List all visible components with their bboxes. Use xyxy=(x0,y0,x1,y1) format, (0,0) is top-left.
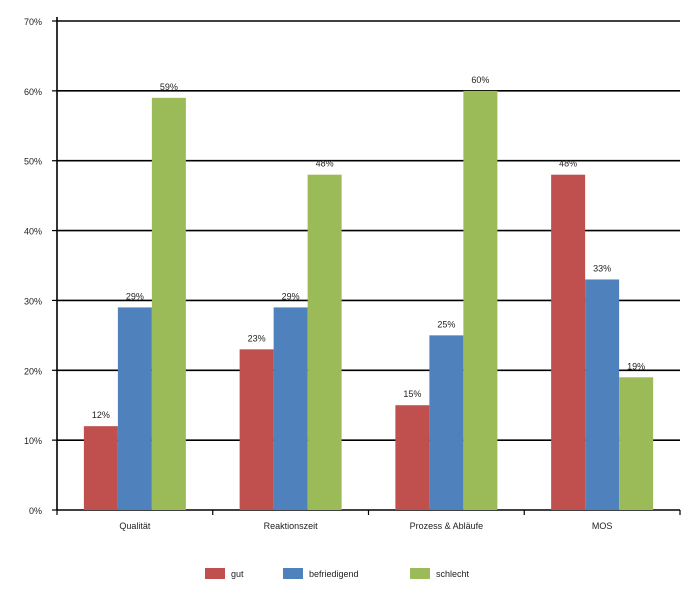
y-tick-label: 0% xyxy=(29,506,42,516)
bar-schlecht-1 xyxy=(307,174,342,510)
tick-labels: 0% 10% 20% 30% 40% 50% 60% 70% Qualität Reaktions… xyxy=(24,17,612,531)
legend-item-gut: gut xyxy=(205,568,244,579)
legend-label: gut xyxy=(231,569,244,579)
x-tick-label: Prozess & Abläufe xyxy=(410,521,484,531)
bar-gut-3 xyxy=(551,174,586,510)
y-tick-label: 60% xyxy=(24,87,42,97)
y-tick-label: 40% xyxy=(24,227,42,237)
legend-label: schlecht xyxy=(436,569,470,579)
y-tick-label: 50% xyxy=(24,157,42,167)
bar-schlecht-0 xyxy=(151,97,186,510)
data-label: 12% xyxy=(92,410,110,420)
legend-swatch xyxy=(205,568,225,579)
bar-befriedigend-3 xyxy=(585,279,620,510)
bar-gut-2 xyxy=(395,405,430,510)
bar-gut-1 xyxy=(239,349,274,510)
legend-swatch xyxy=(410,568,430,579)
data-label: 25% xyxy=(437,319,455,329)
data-label: 23% xyxy=(248,333,266,343)
bar-befriedigend-2 xyxy=(429,335,464,510)
legend-item-schlecht: schlecht xyxy=(410,568,470,579)
data-label: 29% xyxy=(282,291,300,301)
data-label: 33% xyxy=(593,263,611,273)
x-tick-label: Reaktionszeit xyxy=(264,521,319,531)
data-label: 59% xyxy=(160,82,178,92)
data-label: 19% xyxy=(627,361,645,371)
legend-item-befriedigend: befriedigend xyxy=(283,568,359,579)
bar-schlecht-2 xyxy=(463,90,498,510)
data-labels: 12% 29% 59% 23% 29% 48% 15% 25% 60% 48% 33% 19% xyxy=(92,75,645,420)
bar-schlecht-3 xyxy=(619,377,654,510)
legend: gut befriedigend schlecht xyxy=(205,568,470,579)
x-tick-label: Qualität xyxy=(119,521,151,531)
data-label: 15% xyxy=(403,389,421,399)
bar-gut-0 xyxy=(83,426,118,510)
legend-swatch xyxy=(283,568,303,579)
y-tick-label: 20% xyxy=(24,366,42,376)
legend-label: befriedigend xyxy=(309,569,359,579)
data-label: 60% xyxy=(471,75,489,85)
data-label: 29% xyxy=(126,291,144,301)
data-label: 48% xyxy=(316,159,334,169)
data-label: 48% xyxy=(559,159,577,169)
bars xyxy=(83,90,654,510)
y-tick-label: 30% xyxy=(24,296,42,306)
y-tick-label: 10% xyxy=(24,436,42,446)
y-tick-label: 70% xyxy=(24,17,42,27)
bar-befriedigend-1 xyxy=(273,307,308,510)
x-tick-label: MOS xyxy=(592,521,613,531)
bar-befriedigend-0 xyxy=(117,307,152,510)
